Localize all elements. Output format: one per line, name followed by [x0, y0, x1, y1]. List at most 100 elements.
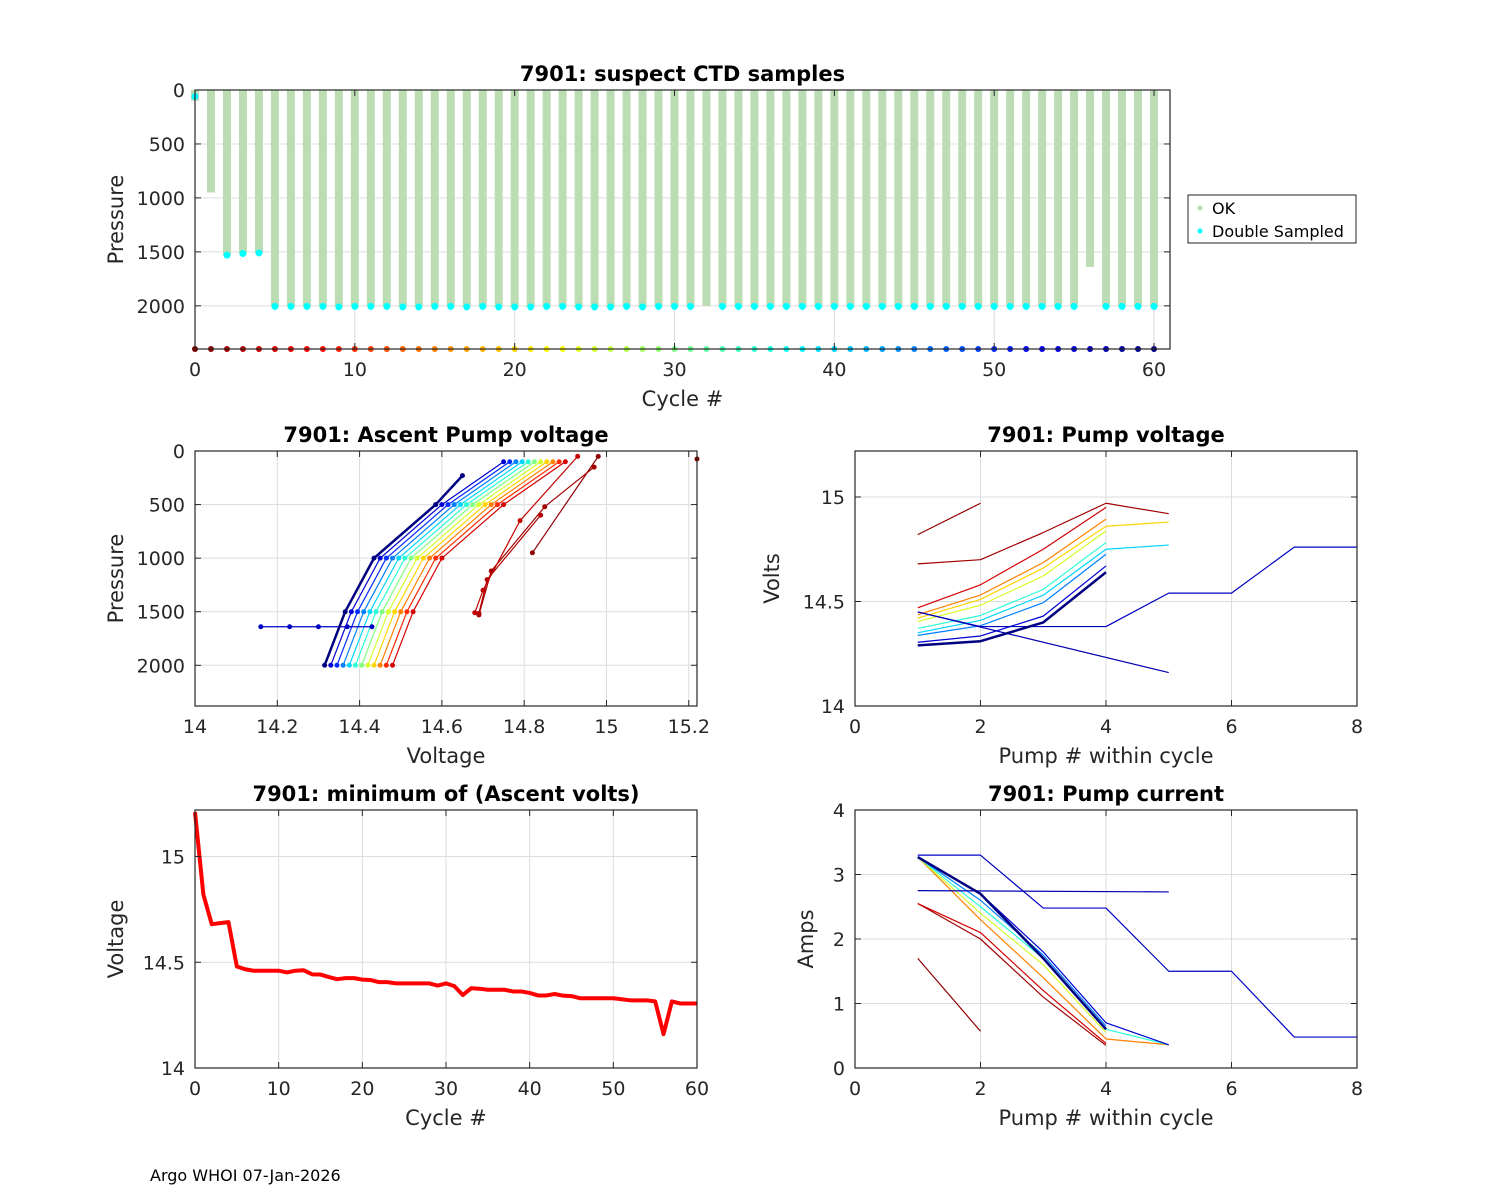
series-line-5 — [917, 530, 1107, 623]
double-sampled-point — [367, 302, 375, 310]
series-point — [369, 624, 375, 630]
double-sampled-point — [942, 302, 950, 310]
y-tick-label: 14.5 — [143, 952, 185, 974]
x-tick-label: 2 — [974, 716, 986, 738]
x-tick-label: 10 — [267, 1078, 291, 1100]
series-point — [352, 662, 358, 668]
double-sampled-point — [511, 303, 519, 311]
double-sampled-point — [814, 302, 822, 310]
chart-title: 7901: Pump current — [988, 782, 1224, 806]
series-point — [575, 453, 581, 459]
x-tick-label: 0 — [849, 1078, 861, 1100]
double-sampled-point — [862, 302, 870, 310]
series-line-3 — [917, 518, 1107, 616]
x-tick-label: 40 — [822, 359, 846, 381]
series-line-0 — [917, 502, 981, 536]
y-axis-label: Volts — [760, 553, 784, 604]
legend-marker — [1197, 205, 1203, 211]
x-axis-label: Cycle # — [405, 1106, 487, 1130]
double-sampled-point — [766, 302, 774, 310]
double-sampled-point — [351, 302, 359, 310]
double-sampled-point — [1150, 302, 1158, 310]
series-point — [383, 662, 389, 668]
series-point — [513, 459, 519, 465]
chart-1: 14 14.2 14.4 14.6 14.8 15 15.2 0 500 1000 1500 2000… — [104, 423, 710, 768]
axes-box — [194, 89, 1171, 350]
x-tick-label: 50 — [982, 359, 1006, 381]
series-point — [562, 459, 568, 465]
y-tick-label: 14.5 — [803, 591, 845, 613]
double-sampled-point — [958, 302, 966, 310]
series-point — [390, 555, 396, 561]
y-tick-label: 2000 — [137, 296, 185, 318]
series-point — [348, 609, 354, 615]
series-line-1 — [917, 903, 1107, 1046]
series-line-8 — [917, 854, 1357, 1038]
series-point — [346, 662, 352, 668]
double-sampled-point — [782, 302, 790, 310]
double-sampled-point — [559, 302, 567, 310]
double-sampled-point — [1022, 302, 1030, 310]
series-point — [427, 555, 433, 561]
double-sampled-point — [1134, 302, 1142, 310]
y-tick-label: 0 — [173, 80, 185, 102]
double-sampled-point — [591, 303, 599, 311]
double-sampled-point — [671, 302, 679, 310]
series-point — [377, 555, 383, 561]
series-point — [476, 502, 482, 508]
y-tick-label: 4 — [833, 800, 845, 822]
x-tick-label: 2 — [974, 1078, 986, 1100]
double-sampled-point — [399, 303, 407, 311]
x-tick-label: 8 — [1351, 716, 1363, 738]
series-line-2 — [478, 466, 595, 616]
series-point — [507, 459, 513, 465]
x-tick-label: 8 — [1351, 1078, 1363, 1100]
series-point — [361, 609, 367, 615]
series-point — [420, 555, 426, 561]
double-sampled-point — [1006, 302, 1014, 310]
series-point — [550, 459, 556, 465]
y-tick-label: 1500 — [137, 242, 185, 264]
x-tick-label: 4 — [1100, 1078, 1112, 1100]
double-sampled-point — [718, 302, 726, 310]
double-sampled-point — [1054, 302, 1062, 310]
x-tick-label: 60 — [685, 1078, 709, 1100]
double-sampled-point — [271, 302, 279, 310]
legend: OK Double Sampled — [1187, 194, 1357, 244]
x-tick-label: 14.8 — [503, 716, 545, 738]
series-point — [334, 662, 340, 668]
series-line-6 — [917, 542, 1107, 630]
double-sampled-point — [383, 302, 391, 310]
x-tick-label: 0 — [189, 359, 201, 381]
double-sampled-point — [239, 249, 247, 257]
chart-2: 0 2 4 6 8 14 14.5 15 7901: Pump voltage Pump # wi… — [760, 423, 1363, 768]
double-sampled-point — [543, 302, 551, 310]
series-line-0 — [193, 811, 697, 1037]
double-sampled-point — [335, 303, 343, 311]
series-point — [591, 464, 597, 470]
series-point — [392, 609, 398, 615]
y-tick-label: 0 — [833, 1058, 845, 1080]
series-point — [340, 662, 346, 668]
double-sampled-point — [527, 303, 535, 311]
series-point — [517, 518, 523, 524]
double-sampled-point — [415, 303, 423, 311]
x-tick-label: 15.2 — [668, 716, 710, 738]
series-point — [482, 502, 488, 508]
series-point — [402, 555, 408, 561]
series-point — [408, 555, 414, 561]
footer-text: Argo WHOI 07-Jan-2026 — [150, 1166, 341, 1185]
y-axis-label: Pressure — [104, 534, 128, 624]
series-line-4 — [917, 521, 1169, 619]
series-point — [359, 662, 365, 668]
series-line-4 — [474, 455, 579, 613]
double-sampled-point — [639, 303, 647, 311]
double-sampled-point — [431, 302, 439, 310]
double-sampled-point — [479, 302, 487, 310]
x-tick-label: 14.4 — [338, 716, 380, 738]
double-sampled-point — [255, 249, 263, 257]
x-tick-label: 30 — [434, 1078, 458, 1100]
double-sampled-point — [223, 251, 231, 259]
chart-0: 0 10 20 30 40 50 60 0 500 1000 1500 2000 7901: suspe… — [104, 62, 1357, 411]
series-point — [390, 662, 396, 668]
